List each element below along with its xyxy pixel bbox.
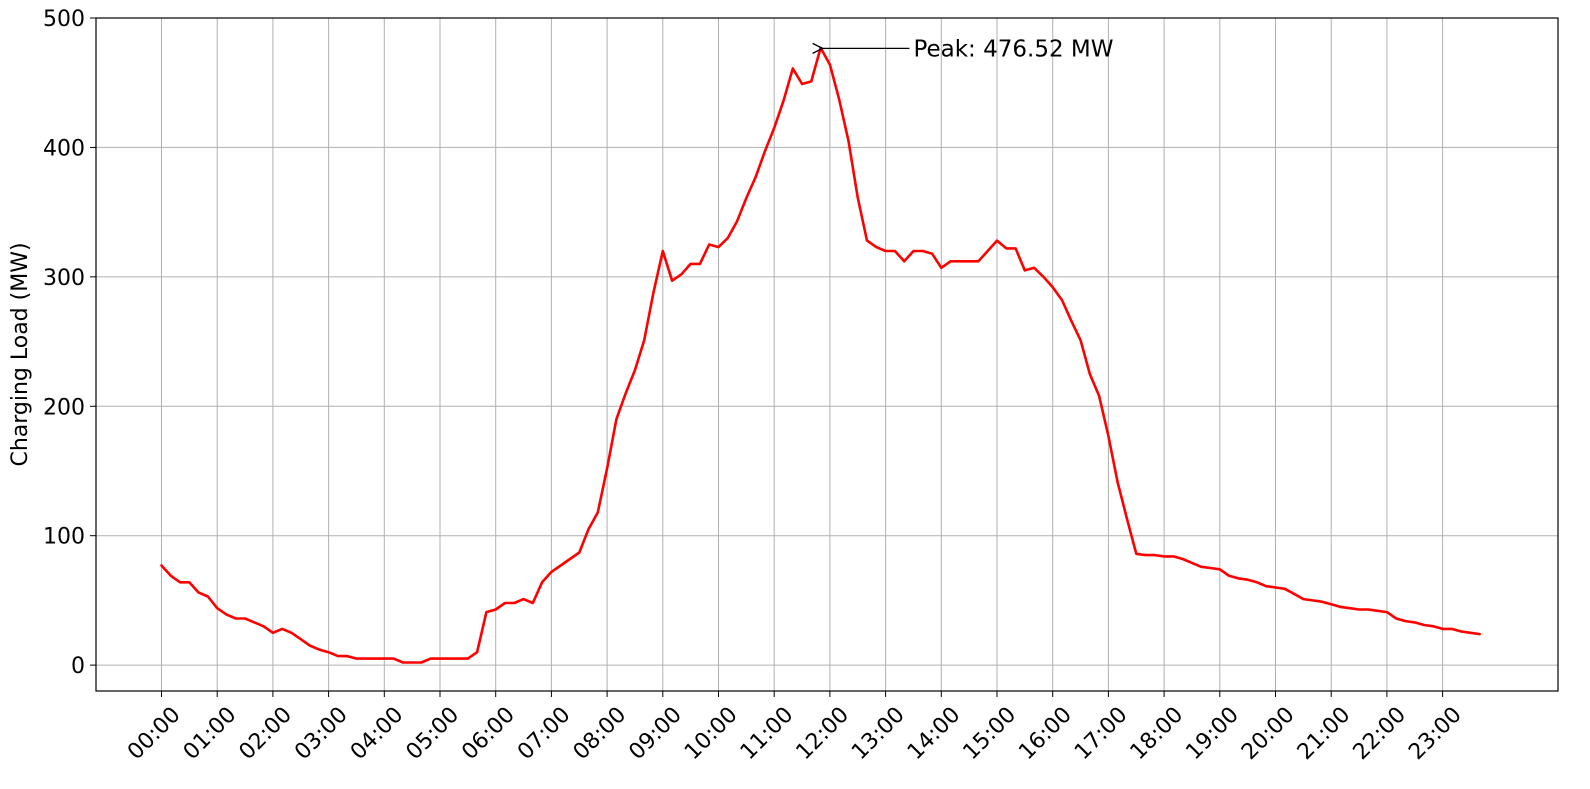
x-tick-label: 12:00 (792, 702, 855, 765)
grid (96, 17, 1558, 691)
x-tick-label: 11:00 (736, 702, 799, 765)
x-tick-label: 09:00 (624, 702, 687, 765)
x-tick-label: 14:00 (903, 702, 966, 765)
x-tick-label: 01:00 (179, 702, 242, 765)
y-tick-label: 100 (43, 525, 85, 550)
x-tick-label: 21:00 (1293, 702, 1356, 765)
x-tick-label: 04:00 (346, 702, 409, 765)
y-tick-label: 400 (43, 136, 85, 161)
x-tick-label: 06:00 (457, 702, 520, 765)
series-line-0 (160, 46, 1481, 664)
x-tick-label: 23:00 (1404, 702, 1467, 765)
y-tick-label: 0 (71, 654, 85, 679)
y-tick-label: 300 (43, 266, 85, 291)
x-tick-label: 13:00 (847, 702, 910, 765)
x-tick-label: 07:00 (513, 702, 576, 765)
x-tick-label: 18:00 (1126, 702, 1189, 765)
x-tick-label: 19:00 (1181, 702, 1244, 765)
x-tick-label: 08:00 (569, 702, 632, 765)
y-tick-label: 200 (43, 395, 85, 420)
annotations: Peak: 476.52 MW (823, 36, 1114, 62)
x-tick-label: 05:00 (402, 702, 465, 765)
x-tick-label: 22:00 (1349, 702, 1412, 765)
x-tick-label: 15:00 (959, 702, 1022, 765)
x-tick-label: 10:00 (680, 702, 743, 765)
x-tick-label: 20:00 (1237, 702, 1300, 765)
series-layer (160, 46, 1481, 664)
plot-frame (95, 17, 1559, 692)
x-tick-label: 03:00 (290, 702, 353, 765)
y-axis: 0 100 200 300 400 500 (43, 7, 96, 679)
x-tick-label: 16:00 (1014, 702, 1077, 765)
y-axis-label: Charging Load (MW) (8, 242, 33, 466)
x-tick-label: 02:00 (235, 702, 298, 765)
x-axis: 00:0001:0002:0003:0004:0005:0006:0007:00… (123, 691, 1467, 765)
y-tick-label: 500 (43, 7, 85, 32)
peak-annotation-text: Peak: 476.52 MW (913, 36, 1113, 62)
x-tick-label: 00:00 (123, 702, 186, 765)
x-tick-label: 17:00 (1070, 702, 1133, 765)
